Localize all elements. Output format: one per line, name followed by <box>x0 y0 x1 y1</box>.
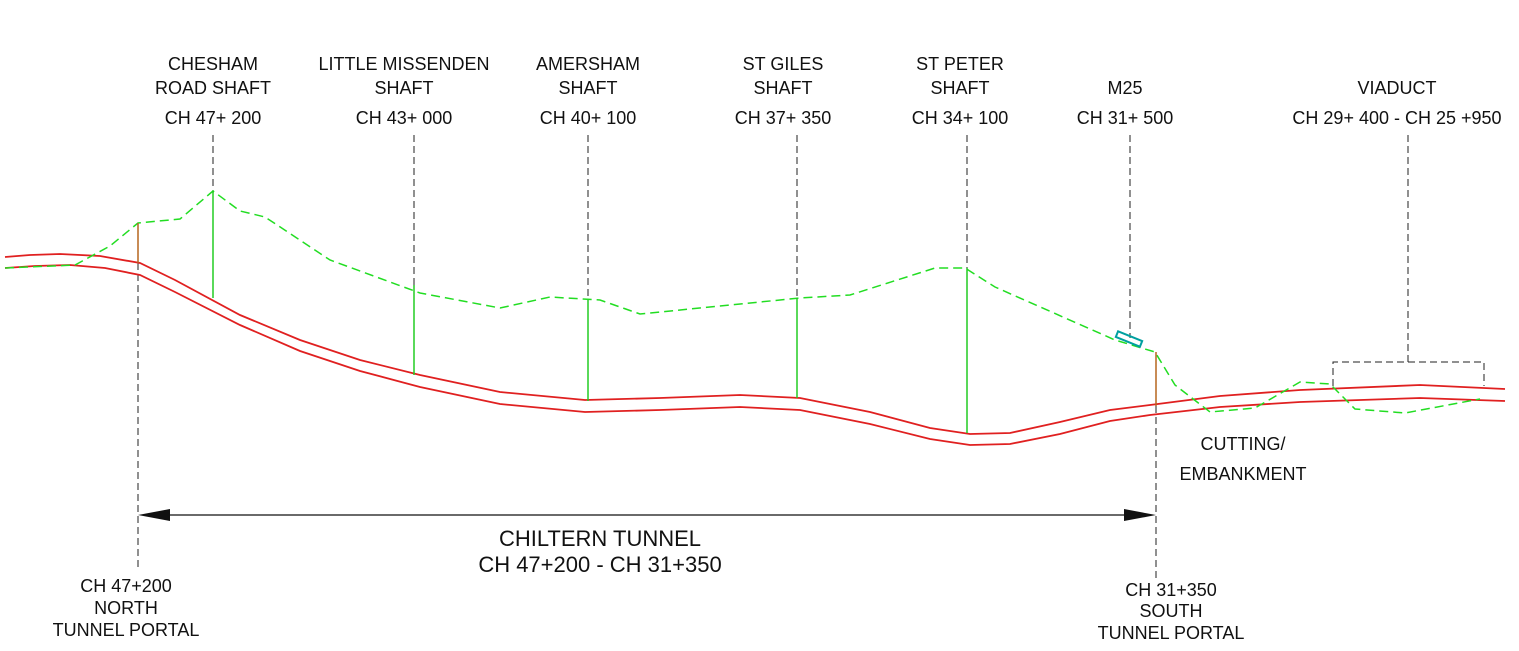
tunnel-arrow <box>138 509 1156 521</box>
label: AMERSHAM <box>536 54 640 74</box>
label: EMBANKMENT <box>1179 464 1306 484</box>
label: NORTH <box>94 598 158 618</box>
label: CH 47+ 200 <box>165 108 262 128</box>
label: CUTTING/ <box>1201 434 1286 454</box>
label: ST GILES <box>743 54 824 74</box>
label: CH 34+ 100 <box>912 108 1009 128</box>
ground-line <box>4 190 1481 414</box>
tunnel <box>4 253 1506 446</box>
label: CH 47+200 <box>80 576 172 596</box>
label: ST PETER <box>916 54 1004 74</box>
label: M25 <box>1107 78 1142 98</box>
label: CH 40+ 100 <box>540 108 637 128</box>
guides <box>137 135 1485 580</box>
tunnel-range: CH 47+200 - CH 31+350 <box>478 552 721 577</box>
label: CH 37+ 350 <box>735 108 832 128</box>
label: SHAFT <box>374 78 433 98</box>
label: CHESHAM <box>168 54 258 74</box>
label: CH 31+ 500 <box>1077 108 1174 128</box>
label: CH 31+350 <box>1125 580 1217 600</box>
label: SHAFT <box>753 78 812 98</box>
tunnel-crown <box>4 253 1506 435</box>
label: TUNNEL PORTAL <box>1098 623 1245 643</box>
shafts <box>137 191 1157 433</box>
label: LITTLE MISSENDEN <box>318 54 489 74</box>
arrow-head <box>138 509 170 521</box>
labels: CHESHAM ROAD SHAFT CH 47+ 200 LITTLE MIS… <box>53 54 1502 643</box>
m25-bridge <box>1114 330 1144 348</box>
label: SOUTH <box>1140 601 1203 621</box>
label: CH 29+ 400 - CH 25 +950 <box>1292 108 1501 128</box>
label: SHAFT <box>558 78 617 98</box>
label: TUNNEL PORTAL <box>53 620 200 640</box>
label: SHAFT <box>930 78 989 98</box>
label: VIADUCT <box>1357 78 1436 98</box>
label: CH 43+ 000 <box>356 108 453 128</box>
label: ROAD SHAFT <box>155 78 271 98</box>
arrow-head <box>1124 509 1156 521</box>
tunnel-title: CHILTERN TUNNEL <box>499 526 701 551</box>
tunnel-invert <box>4 264 1506 446</box>
viaduct-box <box>1332 361 1485 386</box>
